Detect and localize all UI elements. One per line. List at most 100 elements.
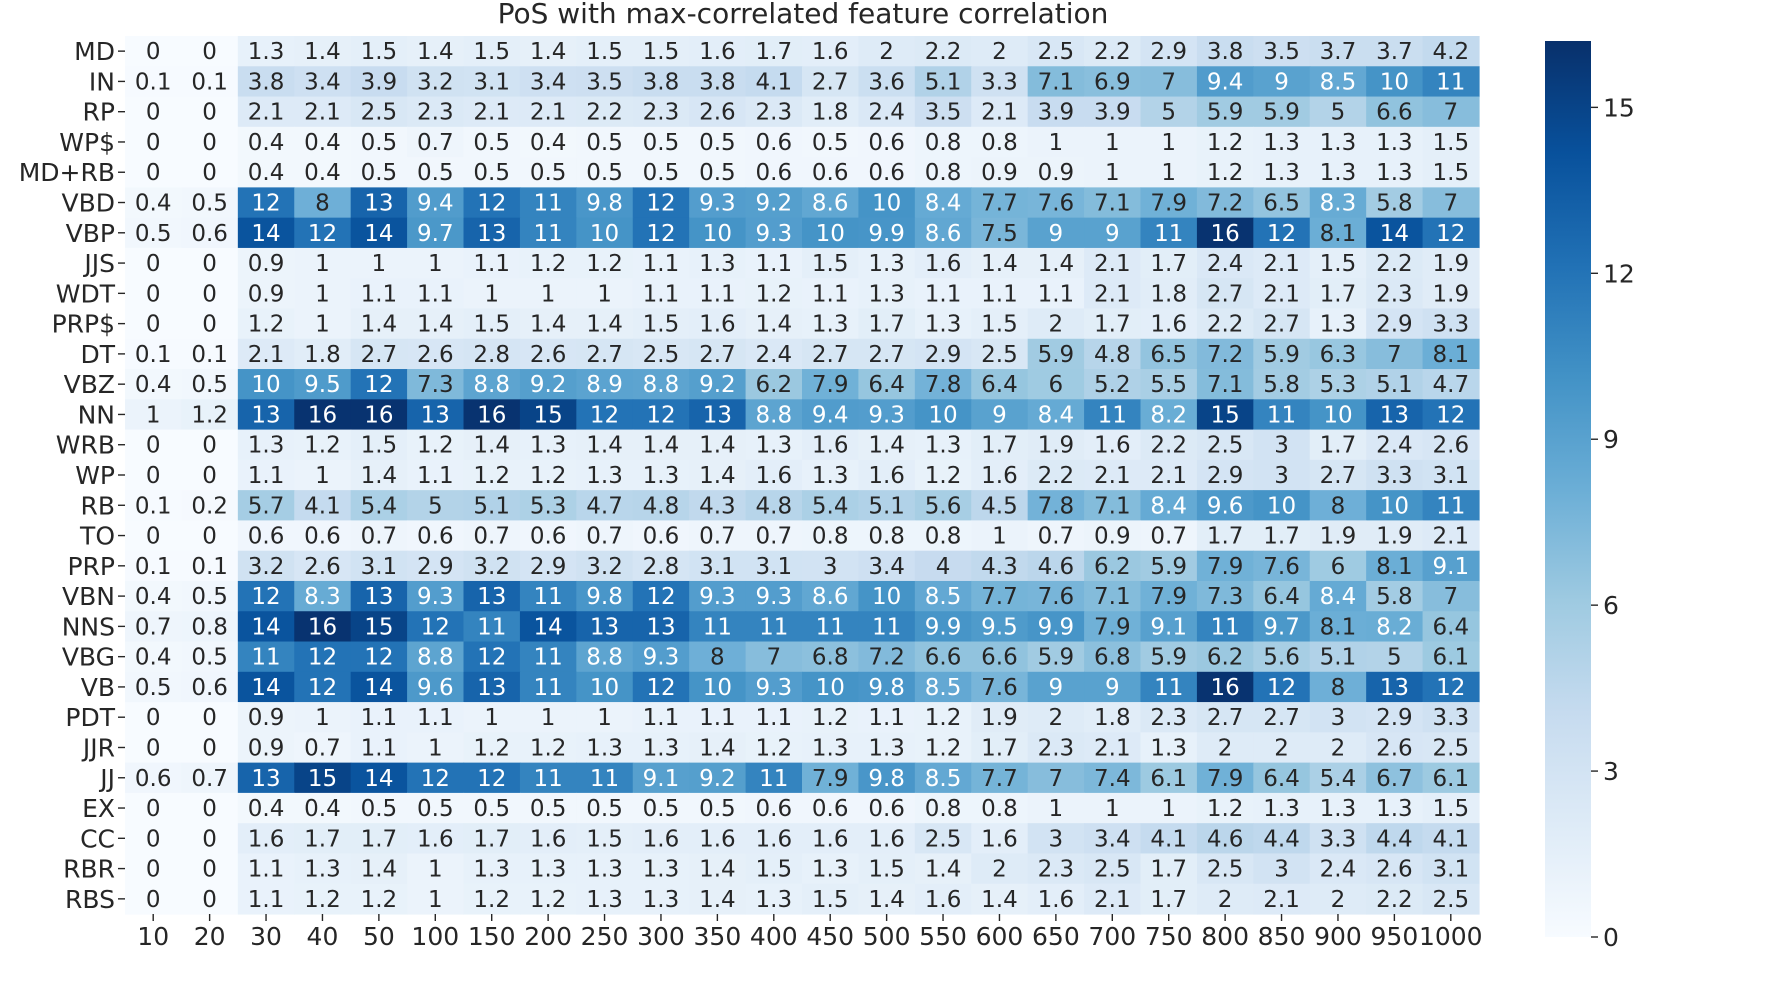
heatmap-cell <box>1309 429 1367 461</box>
heatmap-cell <box>632 399 690 431</box>
cell-value-label: 1 <box>1161 160 1176 186</box>
cell-value-label: 2.6 <box>530 342 567 368</box>
cell-value-label: 13 <box>1380 675 1409 701</box>
heatmap-cell <box>350 732 408 764</box>
y-tick-label: WDT <box>56 279 116 308</box>
heatmap-cell <box>745 66 803 98</box>
heatmap-cell <box>576 550 634 582</box>
heatmap-cell <box>1084 338 1142 370</box>
heatmap-cell <box>519 36 577 67</box>
cell-value-label: 7.9 <box>812 766 849 792</box>
heatmap-cell <box>1309 702 1367 733</box>
heatmap-cell <box>294 702 352 733</box>
heatmap-cell <box>1027 490 1085 522</box>
heatmap-cell <box>1366 126 1424 158</box>
cell-value-label: 9.1 <box>643 766 680 792</box>
cell-value-label: 0.7 <box>361 524 398 550</box>
heatmap-cell <box>689 792 747 824</box>
cell-value-label: 1.2 <box>304 433 341 459</box>
heatmap-cell <box>1253 611 1311 643</box>
y-tick-label: JJR <box>81 733 115 762</box>
cell-value-label: 7.6 <box>981 675 1018 701</box>
heatmap-cell <box>519 762 577 794</box>
heatmap-cell <box>689 338 747 370</box>
heatmap-cell <box>576 671 634 703</box>
cell-value-label: 1.2 <box>586 251 623 277</box>
cell-value-label: 9.7 <box>417 221 454 247</box>
cell-value-label: 12 <box>1436 221 1465 247</box>
cell-value-label: 3.1 <box>1433 463 1470 489</box>
heatmap-cell <box>858 278 916 310</box>
heatmap-cell <box>914 217 972 249</box>
heatmap-cell <box>1084 459 1142 491</box>
y-tick-label: JJS <box>82 249 115 278</box>
heatmap-cell <box>1140 278 1198 310</box>
cell-value-label: 7.2 <box>1207 191 1244 217</box>
heatmap-cell <box>802 429 860 461</box>
heatmap-cell <box>237 520 295 552</box>
heatmap-cell <box>1196 429 1254 461</box>
cell-value-label: 0.5 <box>473 160 510 186</box>
cell-value-label: 1.3 <box>586 463 623 489</box>
cell-value-label: 16 <box>477 402 506 428</box>
cell-value-label: 1.3 <box>643 887 680 913</box>
cell-value-label: 1 <box>315 705 330 731</box>
heatmap-cell <box>294 520 352 552</box>
cell-value-label: 13 <box>477 221 506 247</box>
cell-value-label: 2.2 <box>1094 39 1131 65</box>
y-tick-label: WP$ <box>59 128 115 157</box>
heatmap-cell <box>689 459 747 491</box>
heatmap-cell <box>1422 308 1480 340</box>
heatmap-cell <box>1084 550 1142 582</box>
heatmap-cell <box>181 883 239 915</box>
heatmap-cell <box>632 126 690 158</box>
cell-value-label: 0.5 <box>643 160 680 186</box>
heatmap-cell <box>858 550 916 582</box>
heatmap-cell <box>294 429 352 461</box>
cell-value-label: 0.8 <box>925 524 962 550</box>
heatmap-cell <box>1140 823 1198 855</box>
heatmap-cell <box>1422 792 1480 824</box>
cell-value-label: 5.3 <box>1320 372 1357 398</box>
cell-value-label: 1.3 <box>868 281 905 307</box>
heatmap-cell <box>237 369 295 400</box>
cell-value-label: 4.2 <box>1433 39 1470 65</box>
cell-value-label: 1.6 <box>699 826 736 852</box>
cell-value-label: 16 <box>308 402 337 428</box>
cell-value-label: 1.4 <box>925 857 962 883</box>
heatmap-cell <box>689 490 747 522</box>
cell-value-label: 10 <box>251 372 280 398</box>
heatmap-cell <box>463 459 521 491</box>
heatmap-cell <box>914 853 972 885</box>
heatmap-cell <box>858 853 916 885</box>
heatmap-cell <box>802 792 860 824</box>
y-tick-label: RBR <box>63 855 115 884</box>
cell-value-label: 2.2 <box>1376 887 1413 913</box>
heatmap-cell <box>1422 338 1480 370</box>
heatmap-cell <box>1253 883 1311 915</box>
x-tick-label: 150 <box>468 922 516 951</box>
heatmap-cell <box>1309 157 1367 188</box>
heatmap-cell <box>407 369 465 400</box>
heatmap-cell <box>971 459 1029 491</box>
cell-value-label: 5.9 <box>1150 554 1187 580</box>
cell-value-label: 2.6 <box>1433 433 1470 459</box>
cell-value-label: 7.3 <box>417 372 454 398</box>
heatmap-cell <box>1140 399 1198 431</box>
heatmap-cell <box>350 762 408 794</box>
heatmap-cell <box>1366 702 1424 733</box>
cell-value-label: 5.9 <box>1038 645 1075 671</box>
heatmap-cell <box>971 126 1029 158</box>
heatmap-cell <box>689 429 747 461</box>
x-tick-label: 1000 <box>1419 922 1483 951</box>
heatmap-cell <box>519 429 577 461</box>
heatmap-cell <box>632 671 690 703</box>
cell-value-label: 9.9 <box>1038 614 1075 640</box>
cell-value-label: 0.6 <box>248 524 285 550</box>
cell-value-label: 2 <box>992 857 1007 883</box>
cell-value-label: 9.1 <box>1150 614 1187 640</box>
heatmap-cell <box>745 823 803 855</box>
heatmap-cell <box>1422 459 1480 491</box>
heatmap-cell <box>1309 792 1367 824</box>
heatmap-cell <box>971 641 1029 673</box>
